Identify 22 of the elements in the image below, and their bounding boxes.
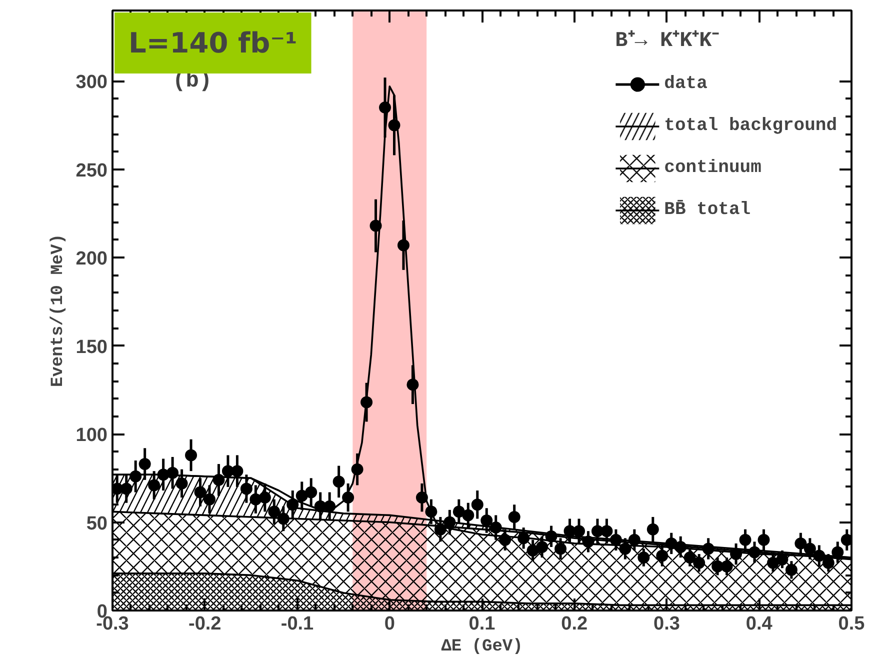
legend-title: B⁺→ K⁺K⁺K⁻ — [615, 29, 720, 53]
y-tick-label: 300 — [76, 72, 108, 94]
legend-label: data — [664, 74, 708, 94]
x-tick-label: 0.4 — [746, 614, 773, 634]
x-tick-label: -0.2 — [188, 614, 222, 634]
y-axis-title: Events/(10 MeV) — [48, 234, 68, 388]
legend-label: continuum — [664, 158, 762, 178]
annotation: L=140 fb⁻¹ — [128, 26, 298, 60]
x-axis-title: ΔE (GeV) — [441, 638, 523, 656]
x-tick-label: -0.1 — [280, 614, 314, 634]
x-tick-label: 0.1 — [468, 614, 496, 634]
y-tick-label: 250 — [76, 160, 108, 182]
legend-label: total background — [664, 116, 837, 136]
y-tick-label: 150 — [76, 336, 108, 358]
x-tick-label: 0.3 — [654, 614, 680, 634]
x-tick-label: 0.2 — [561, 614, 588, 634]
x-tick-label: 0 — [384, 614, 395, 634]
y-tick-label: 200 — [76, 248, 108, 270]
legend-label: BB̄ total — [664, 200, 751, 220]
x-tick-label: 0.5 — [838, 614, 866, 634]
y-tick-label: 50 — [86, 513, 108, 534]
y-tick-label: 100 — [76, 425, 108, 446]
